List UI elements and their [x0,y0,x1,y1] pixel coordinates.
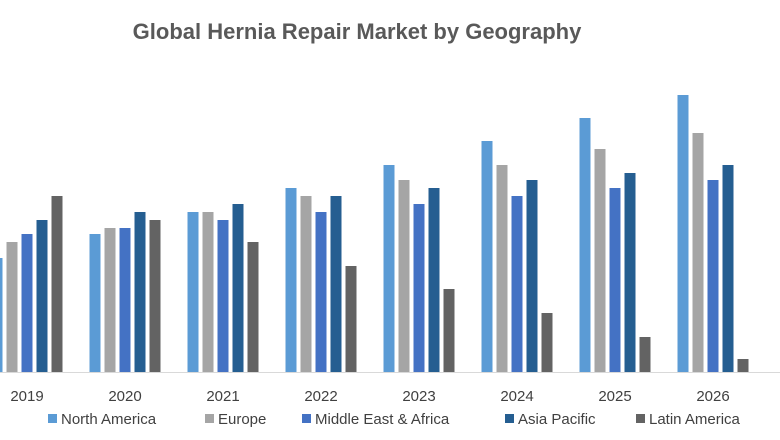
bar [187,212,199,372]
bar [677,95,689,372]
x-tick-label: 2020 [108,388,141,405]
legend-label: North America [61,411,157,428]
bar [624,173,636,372]
bar [609,188,621,372]
bar [707,180,719,372]
bar [692,133,704,372]
bar [21,234,33,372]
x-tick-label: 2023 [402,388,435,405]
bar [526,180,538,372]
bar [232,204,244,372]
bar [541,313,553,372]
bar [285,188,297,372]
legend-swatch [505,414,514,423]
bar [737,359,749,372]
bar [398,180,410,372]
bar [496,165,508,372]
x-tick-label: 2024 [500,388,533,405]
bar [345,266,357,372]
bar [149,220,161,372]
bar [202,212,214,372]
bar [0,258,3,372]
bar [428,188,440,372]
bar [594,149,606,372]
bar [119,228,131,372]
bar [217,220,229,372]
bar [383,165,395,372]
bar [89,234,101,372]
x-tick-label: 2019 [10,388,43,405]
legend-label: Asia Pacific [518,411,596,428]
x-tick-label: 2022 [304,388,337,405]
legend-label: Europe [218,411,266,428]
legend-swatch [48,414,57,423]
bar [511,196,523,372]
bar [579,118,591,372]
bar [481,141,493,372]
legend-label: Middle East & Africa [315,411,450,428]
legend-swatch [205,414,214,423]
x-tick-label: 2026 [696,388,729,405]
legend-label: Latin America [649,411,741,428]
chart-title: Global Hernia Repair Market by Geography [133,19,582,44]
x-tick-label: 2025 [598,388,631,405]
bar [104,228,116,372]
legend-swatch [302,414,311,423]
legend-swatch [636,414,645,423]
bar [722,165,734,372]
bar [330,196,342,372]
bar [639,337,651,372]
bar [413,204,425,372]
bar [6,242,18,372]
bar [247,242,259,372]
bar [51,196,63,372]
bar [300,196,312,372]
bar [134,212,146,372]
x-tick-label: 2021 [206,388,239,405]
bar [36,220,48,372]
bar [315,212,327,372]
bar [443,289,455,372]
